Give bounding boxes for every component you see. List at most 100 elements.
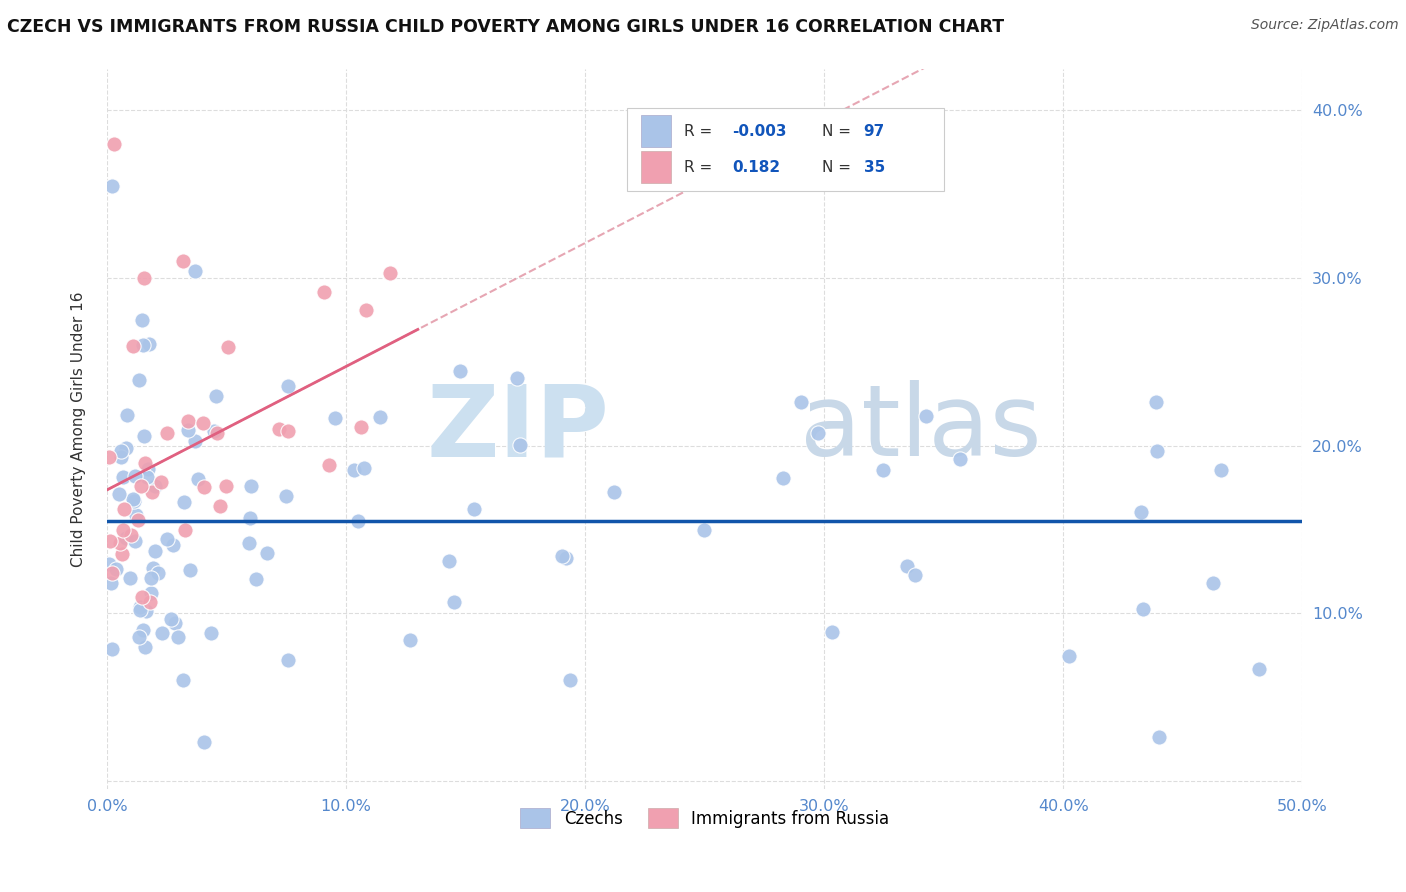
Point [789,395,811,409]
Point [108,536,131,550]
Point [904,568,927,582]
Point [267,422,290,436]
Point [117,408,139,422]
Point [128,373,150,387]
Point [110,450,132,464]
Point [129,602,152,616]
Point [949,451,972,466]
Point [173,495,195,509]
Point [347,514,370,528]
Point [98,450,121,464]
Point [1129,505,1152,519]
Text: ZIP: ZIP [426,380,609,477]
Point [1202,575,1225,590]
Point [162,538,184,552]
Point [134,640,156,654]
Text: 97: 97 [863,124,884,139]
Point [276,489,298,503]
Point [131,591,153,605]
Point [378,266,401,280]
Point [807,426,830,441]
Point [191,417,214,431]
Point [872,462,894,476]
Point [312,285,335,299]
Point [114,441,136,455]
Text: R =: R = [685,160,717,175]
Point [150,626,173,640]
Point [218,340,240,354]
Point [354,302,377,317]
Point [125,508,148,523]
Point [103,136,125,151]
Point [111,469,134,483]
Point [245,572,267,586]
Point [437,554,460,568]
Point [208,499,231,513]
Point [129,479,152,493]
Point [463,501,485,516]
Point [202,424,225,438]
Point [132,623,155,637]
Text: Source: ZipAtlas.com: Source: ZipAtlas.com [1251,18,1399,32]
Point [370,409,392,424]
Point [323,411,346,425]
Point [186,472,208,486]
Text: N =: N = [823,160,856,175]
Point [177,423,200,437]
Point [134,271,156,285]
Point [108,486,131,500]
Point [172,673,194,688]
Legend: Czechs, Immigrants from Russia: Czechs, Immigrants from Russia [513,801,896,835]
Point [127,512,149,526]
Point [558,673,581,688]
Point [141,485,163,500]
FancyBboxPatch shape [627,108,943,191]
Point [555,550,578,565]
Point [120,528,142,542]
Point [506,371,529,385]
Point [238,535,260,549]
Text: -0.003: -0.003 [733,124,787,139]
Point [1057,648,1080,663]
Point [1132,601,1154,615]
Point [128,600,150,615]
Point [141,586,163,600]
Point [135,604,157,618]
Point [200,625,222,640]
Point [98,557,121,571]
Point [112,502,135,516]
Point [318,458,340,472]
Point [177,414,200,428]
Point [141,570,163,584]
Point [277,653,299,667]
Point [100,566,122,581]
Point [204,389,226,403]
Point [550,549,572,563]
Point [145,543,167,558]
Point [399,633,422,648]
Point [118,571,141,585]
Point [138,595,160,609]
Point [115,531,138,545]
Point [100,642,122,657]
Point [443,595,465,609]
Point [100,575,122,590]
Text: 35: 35 [863,160,884,175]
Point [1144,395,1167,409]
Point [143,479,166,493]
Point [132,428,155,442]
Bar [641,115,671,147]
Point [896,559,918,574]
Point [110,444,132,458]
Point [772,471,794,485]
Point [1147,730,1170,744]
Point [122,491,145,506]
Point [142,561,165,575]
Point [163,616,186,631]
Point [820,625,842,640]
Point [138,337,160,351]
Point [350,419,373,434]
Point [150,475,173,489]
Point [131,313,153,327]
Point [343,462,366,476]
